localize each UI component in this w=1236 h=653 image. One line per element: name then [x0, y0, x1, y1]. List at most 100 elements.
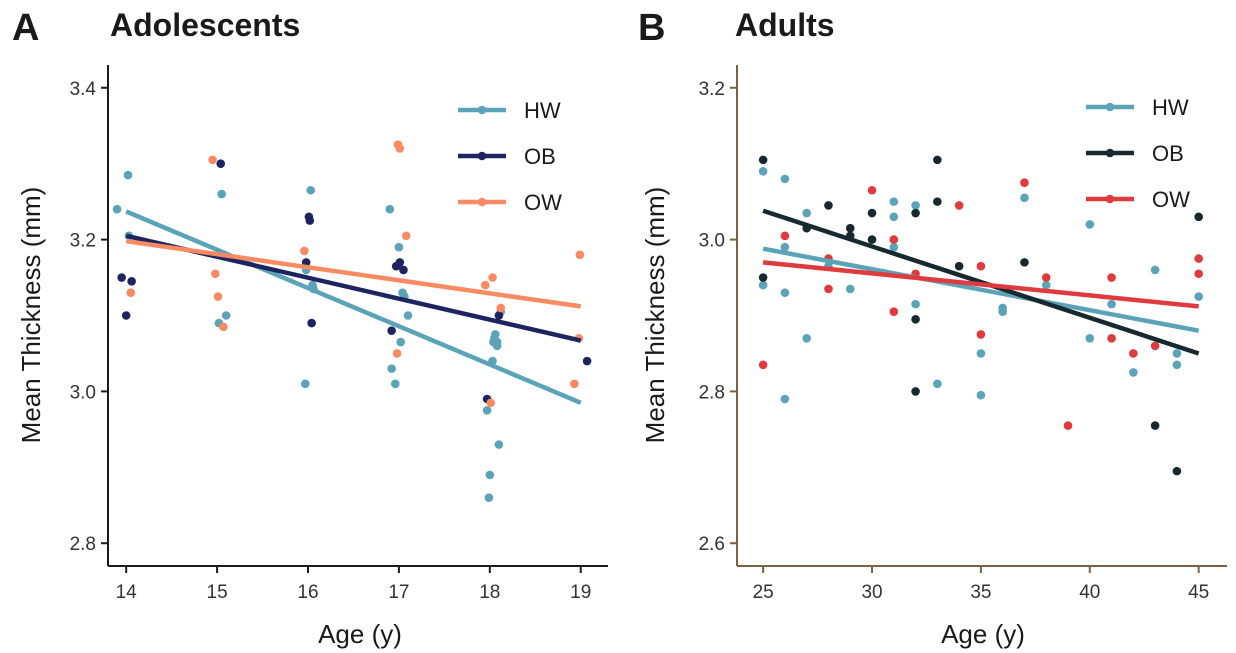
legend-key-point — [477, 151, 487, 161]
data-point-ob — [933, 155, 942, 165]
data-point-ow — [1041, 273, 1051, 282]
data-point-hw — [911, 299, 920, 309]
data-point-ob — [1194, 212, 1203, 222]
legend-label: OB — [1152, 141, 1184, 166]
data-point-ow — [1063, 421, 1073, 430]
data-point-hw — [396, 337, 406, 347]
data-point-ow — [1107, 273, 1116, 282]
legend: HW OB OW — [1086, 95, 1190, 212]
panel-b: B Adults 25 30 35 40 45 2.6 2.8 3.0 3.2 HW OB OW Ag… — [638, 7, 1227, 649]
data-point-ob — [582, 356, 592, 366]
legend-label: HW — [1152, 95, 1189, 120]
data-point-hw — [485, 470, 495, 480]
data-point-hw — [494, 440, 504, 449]
data-point-ow — [954, 201, 964, 210]
data-point-ob — [494, 311, 504, 320]
y-tick-label: 3.0 — [699, 231, 725, 252]
data-point-ow — [213, 292, 223, 301]
data-point-ow — [1020, 178, 1029, 187]
data-point-ow — [1194, 269, 1203, 279]
data-point-ow — [300, 246, 309, 256]
legend-key-point — [477, 197, 487, 207]
data-point-hw — [780, 394, 790, 404]
data-point-ow — [480, 280, 490, 290]
panel-title-b: Adults — [735, 7, 835, 43]
data-point-hw — [387, 364, 396, 373]
data-point-ob — [1020, 258, 1029, 267]
data-point-ow — [867, 185, 877, 195]
data-point-ow — [1107, 333, 1116, 343]
plot-area-b: 25 30 35 40 45 2.6 2.8 3.0 3.2 HW OB OW — [699, 65, 1227, 603]
data-point-hw — [1041, 280, 1051, 290]
data-point-hw — [845, 284, 855, 294]
data-point-ob — [127, 277, 136, 286]
data-point-ob — [954, 261, 964, 271]
x-tick-label: 25 — [753, 582, 774, 603]
data-point-ow — [976, 330, 986, 339]
trend-line-hw — [125, 209, 582, 405]
data-point-ob — [117, 273, 126, 282]
panel-letter-b: B — [638, 7, 665, 49]
data-point-hw — [403, 311, 413, 320]
data-point-hw — [482, 406, 492, 415]
trend-line-ow — [125, 238, 582, 309]
data-point-ow — [208, 155, 217, 165]
data-point-hw — [1150, 265, 1160, 275]
x-tick-label: 17 — [388, 582, 409, 603]
data-point-ow — [486, 398, 496, 408]
data-point-ow — [1194, 254, 1203, 263]
legend-label: OW — [1152, 187, 1190, 212]
data-point-hw — [1107, 299, 1116, 309]
data-point-ow — [976, 261, 986, 271]
data-point-hw — [300, 379, 310, 389]
legend-label: OW — [524, 190, 562, 215]
legend-key-point — [1105, 148, 1115, 158]
data-point-ob — [911, 208, 920, 218]
y-axis-title-b: Mean Thickness (mm) — [640, 187, 670, 444]
y-tick-label: 3.2 — [699, 79, 725, 100]
data-point-hw — [933, 379, 942, 389]
trend-line-hw — [762, 246, 1200, 333]
x-tick-label: 18 — [479, 582, 500, 603]
data-point-hw — [1020, 193, 1029, 203]
panel-title-a: Adolescents — [110, 7, 300, 43]
data-point-ob — [911, 387, 920, 396]
y-axis-title-a: Mean Thickness (mm) — [16, 187, 46, 444]
data-point-ob — [307, 318, 316, 328]
data-point-hw — [976, 349, 986, 358]
data-point-hw — [780, 242, 790, 252]
data-point-ow — [889, 307, 899, 317]
data-point-ob — [387, 326, 396, 335]
data-point-ow — [758, 360, 768, 370]
x-tick-label: 40 — [1079, 582, 1100, 603]
data-point-hw — [911, 201, 920, 210]
y-tick-label: 3.4 — [70, 79, 97, 100]
x-tick-label: 14 — [116, 582, 138, 603]
data-point-ow — [889, 235, 899, 244]
x-tick-label: 45 — [1188, 582, 1209, 603]
x-tick-label: 30 — [861, 582, 882, 603]
trend-line-ob — [762, 208, 1200, 356]
y-tick-label: 2.6 — [699, 534, 725, 555]
data-point-hw — [123, 170, 133, 180]
data-point-hw — [1172, 360, 1182, 370]
data-point-ob — [867, 208, 877, 218]
data-point-hw — [490, 330, 500, 339]
data-point-hw — [217, 189, 226, 199]
data-point-hw — [492, 337, 502, 347]
data-point-ow — [395, 144, 405, 153]
plot-area-a: 14 15 16 17 18 19 2.8 3.0 3.2 3.4 HW OB OW — [70, 65, 608, 603]
x-axis-title-a: Age (y) — [318, 619, 402, 649]
data-point-hw — [385, 204, 395, 214]
data-point-ow — [780, 231, 790, 241]
y-tick-label: 3.0 — [70, 382, 96, 403]
data-point-ow — [824, 284, 833, 294]
data-point-hw — [889, 197, 899, 206]
data-point-hw — [889, 212, 899, 222]
data-point-ob — [758, 273, 768, 282]
data-point-ow — [575, 250, 585, 260]
data-point-ow — [1129, 349, 1138, 358]
data-point-ob — [933, 197, 942, 206]
data-point-ob — [867, 235, 877, 244]
